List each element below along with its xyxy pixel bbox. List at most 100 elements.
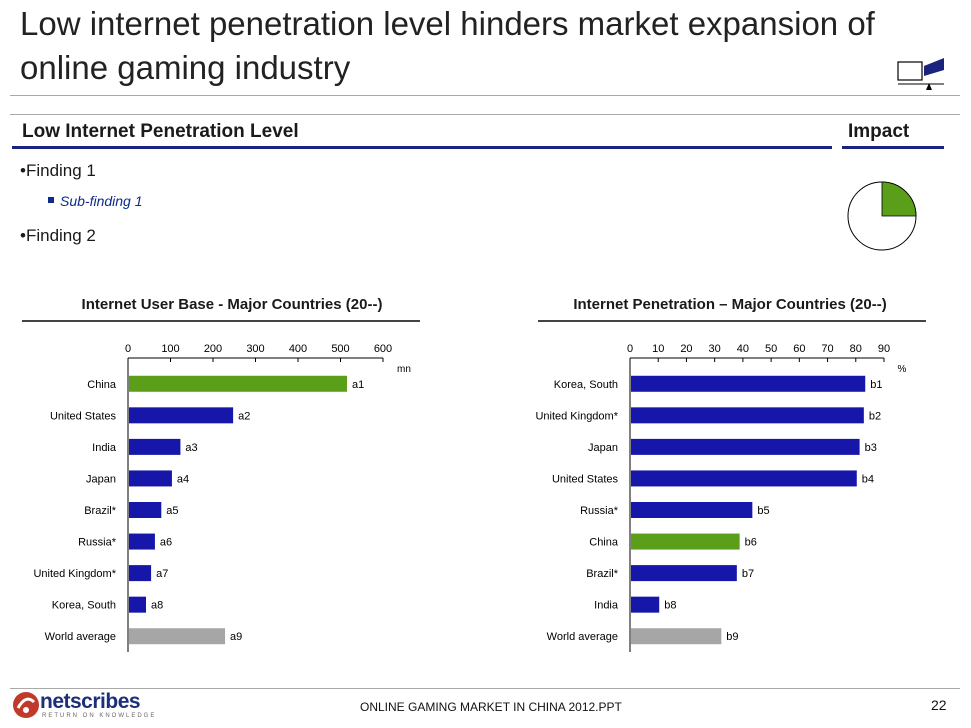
- footer-divider: [10, 688, 960, 689]
- chart-1-tick-label: 100: [161, 343, 179, 355]
- chart-2-category-label: United States: [552, 473, 619, 485]
- finding-2-text: Finding 2: [25, 226, 96, 245]
- sub-finding-1-text: Sub-finding 1: [60, 193, 143, 209]
- chart-1-bar: [129, 628, 226, 645]
- chart-2-data-label: b1: [870, 379, 882, 391]
- chart-1-data-label: a5: [166, 505, 178, 517]
- chart-2-tick-label: 70: [821, 343, 833, 355]
- chart-1-bar: [129, 533, 155, 550]
- chart-2-category-label: World average: [547, 631, 618, 643]
- chart-1-data-label: a1: [352, 379, 364, 391]
- chart-2-tick-label: 90: [878, 343, 890, 355]
- section-underline-right: [842, 146, 944, 149]
- chart-1-data-label: a2: [238, 410, 250, 422]
- chart-1-category-label: World average: [45, 631, 116, 643]
- chart-2-data-label: b7: [742, 568, 754, 580]
- chart-1-data-label: a9: [230, 631, 242, 643]
- chart-1-tick-label: 0: [125, 343, 131, 355]
- chart-1-category-label: Japan: [86, 473, 116, 485]
- chart-2-data-label: b5: [757, 505, 769, 517]
- chart-1-category-label: United States: [50, 410, 117, 422]
- chart-1-category-label: Brazil*: [84, 505, 117, 517]
- chart-1-bar: [129, 596, 146, 613]
- chart-2-category-label: Russia*: [580, 505, 619, 517]
- chart-1-bar: [129, 502, 162, 518]
- chart-1-bar: [129, 375, 348, 392]
- chart-1-tick-label: 500: [331, 343, 349, 355]
- square-bullet-icon: [48, 197, 54, 204]
- chart-1-category-label: Korea, South: [52, 600, 116, 612]
- section-heading-left: Low Internet Penetration Level: [22, 121, 299, 142]
- slide-title: Low internet penetration level hinders m…: [20, 5, 875, 86]
- chart-2-tick-label: 40: [737, 343, 749, 355]
- chart-2-category-label: China: [589, 537, 619, 549]
- chart-1-bar: [129, 470, 172, 487]
- impact-pie-slice: [881, 181, 917, 217]
- chart-1-tick-label: 300: [246, 343, 264, 355]
- chart-1-title: Internet User Base - Major Countries (20…: [81, 296, 383, 313]
- chart-2-tick-label: 80: [850, 343, 862, 355]
- chart-2-tick-label: 0: [627, 343, 633, 355]
- netscribes-logo-icon: [13, 692, 39, 718]
- chart-2-category-label: India: [594, 600, 619, 612]
- chart-2-data-label: b4: [862, 473, 874, 485]
- presentation-screen-icon: [897, 58, 944, 90]
- chart-1-category-label: United Kingdom*: [33, 568, 116, 580]
- chart-1-data-label: a4: [177, 473, 189, 485]
- chart-2-bar: [631, 407, 864, 424]
- chart-1-data-label: a3: [185, 442, 197, 454]
- chart-2-tick-label: 50: [765, 343, 777, 355]
- chart-1-bar: [129, 438, 181, 455]
- chart-2-bar: [631, 596, 660, 613]
- section-underline-left: [12, 146, 832, 149]
- chart-2-bar: [631, 438, 860, 455]
- section-divider-top: [10, 114, 960, 115]
- chart-2-data-label: b6: [745, 537, 757, 549]
- chart-2-tick-label: 60: [793, 343, 805, 355]
- chart-1-data-label: a8: [151, 600, 163, 612]
- chart-2-data-label: b8: [664, 600, 676, 612]
- chart-1-bar: [129, 565, 152, 582]
- chart-1-tick-label: 400: [289, 343, 307, 355]
- chart-1-tick-label: 200: [204, 343, 222, 355]
- finding-1: •Finding 1: [20, 161, 96, 180]
- chart-2-tick-label: 10: [652, 343, 664, 355]
- footer-file-name: ONLINE GAMING MARKET IN CHINA 2012.PPT: [360, 700, 622, 714]
- chart-2-data-label: b9: [726, 631, 738, 643]
- sub-finding-1: Sub-finding 1: [48, 193, 143, 209]
- chart-2-bar: [631, 502, 753, 518]
- chart-1-category-label: Russia*: [78, 537, 117, 549]
- netscribes-logo: netscribes: [40, 690, 141, 713]
- impact-pie: [847, 181, 917, 251]
- chart-1-data-label: a6: [160, 537, 172, 549]
- chart-2-bar: [631, 565, 737, 582]
- chart-2-category-label: Korea, South: [554, 379, 618, 391]
- chart-2-title: Internet Penetration – Major Countries (…: [573, 296, 887, 313]
- chart-2-bar: [631, 533, 740, 550]
- chart-2-category-label: United Kingdom*: [535, 410, 618, 422]
- chart-2-category-label: Brazil*: [586, 568, 619, 580]
- chart-1-category-label: China: [87, 379, 117, 391]
- logo-tagline: RETURN ON KNOWLEDGE: [42, 713, 157, 719]
- title-divider: [10, 95, 960, 96]
- chart-1-unit-label: mn: [397, 364, 411, 375]
- chart-2-bar: [631, 375, 866, 392]
- chart-2-tick-label: 20: [680, 343, 692, 355]
- chart-1-bar: [129, 407, 234, 424]
- chart-2-title-underline: [538, 320, 926, 322]
- chart-1-category-label: India: [92, 442, 117, 454]
- chart-2-unit-label: %: [898, 364, 907, 375]
- chart-1-data-label: a7: [156, 568, 168, 580]
- page-number: 22: [931, 697, 947, 713]
- chart-1-tick-label: 600: [374, 343, 392, 355]
- chart-2-tick-label: 30: [709, 343, 721, 355]
- chart-1-title-underline: [22, 320, 420, 322]
- section-heading-impact: Impact: [848, 121, 910, 142]
- chart-2-bar: [631, 628, 722, 645]
- chart-2-data-label: b2: [869, 410, 881, 422]
- finding-1-text: Finding 1: [25, 161, 96, 180]
- chart-2-bar: [631, 470, 857, 487]
- chart-2-data-label: b3: [865, 442, 877, 454]
- finding-2: •Finding 2: [20, 226, 96, 245]
